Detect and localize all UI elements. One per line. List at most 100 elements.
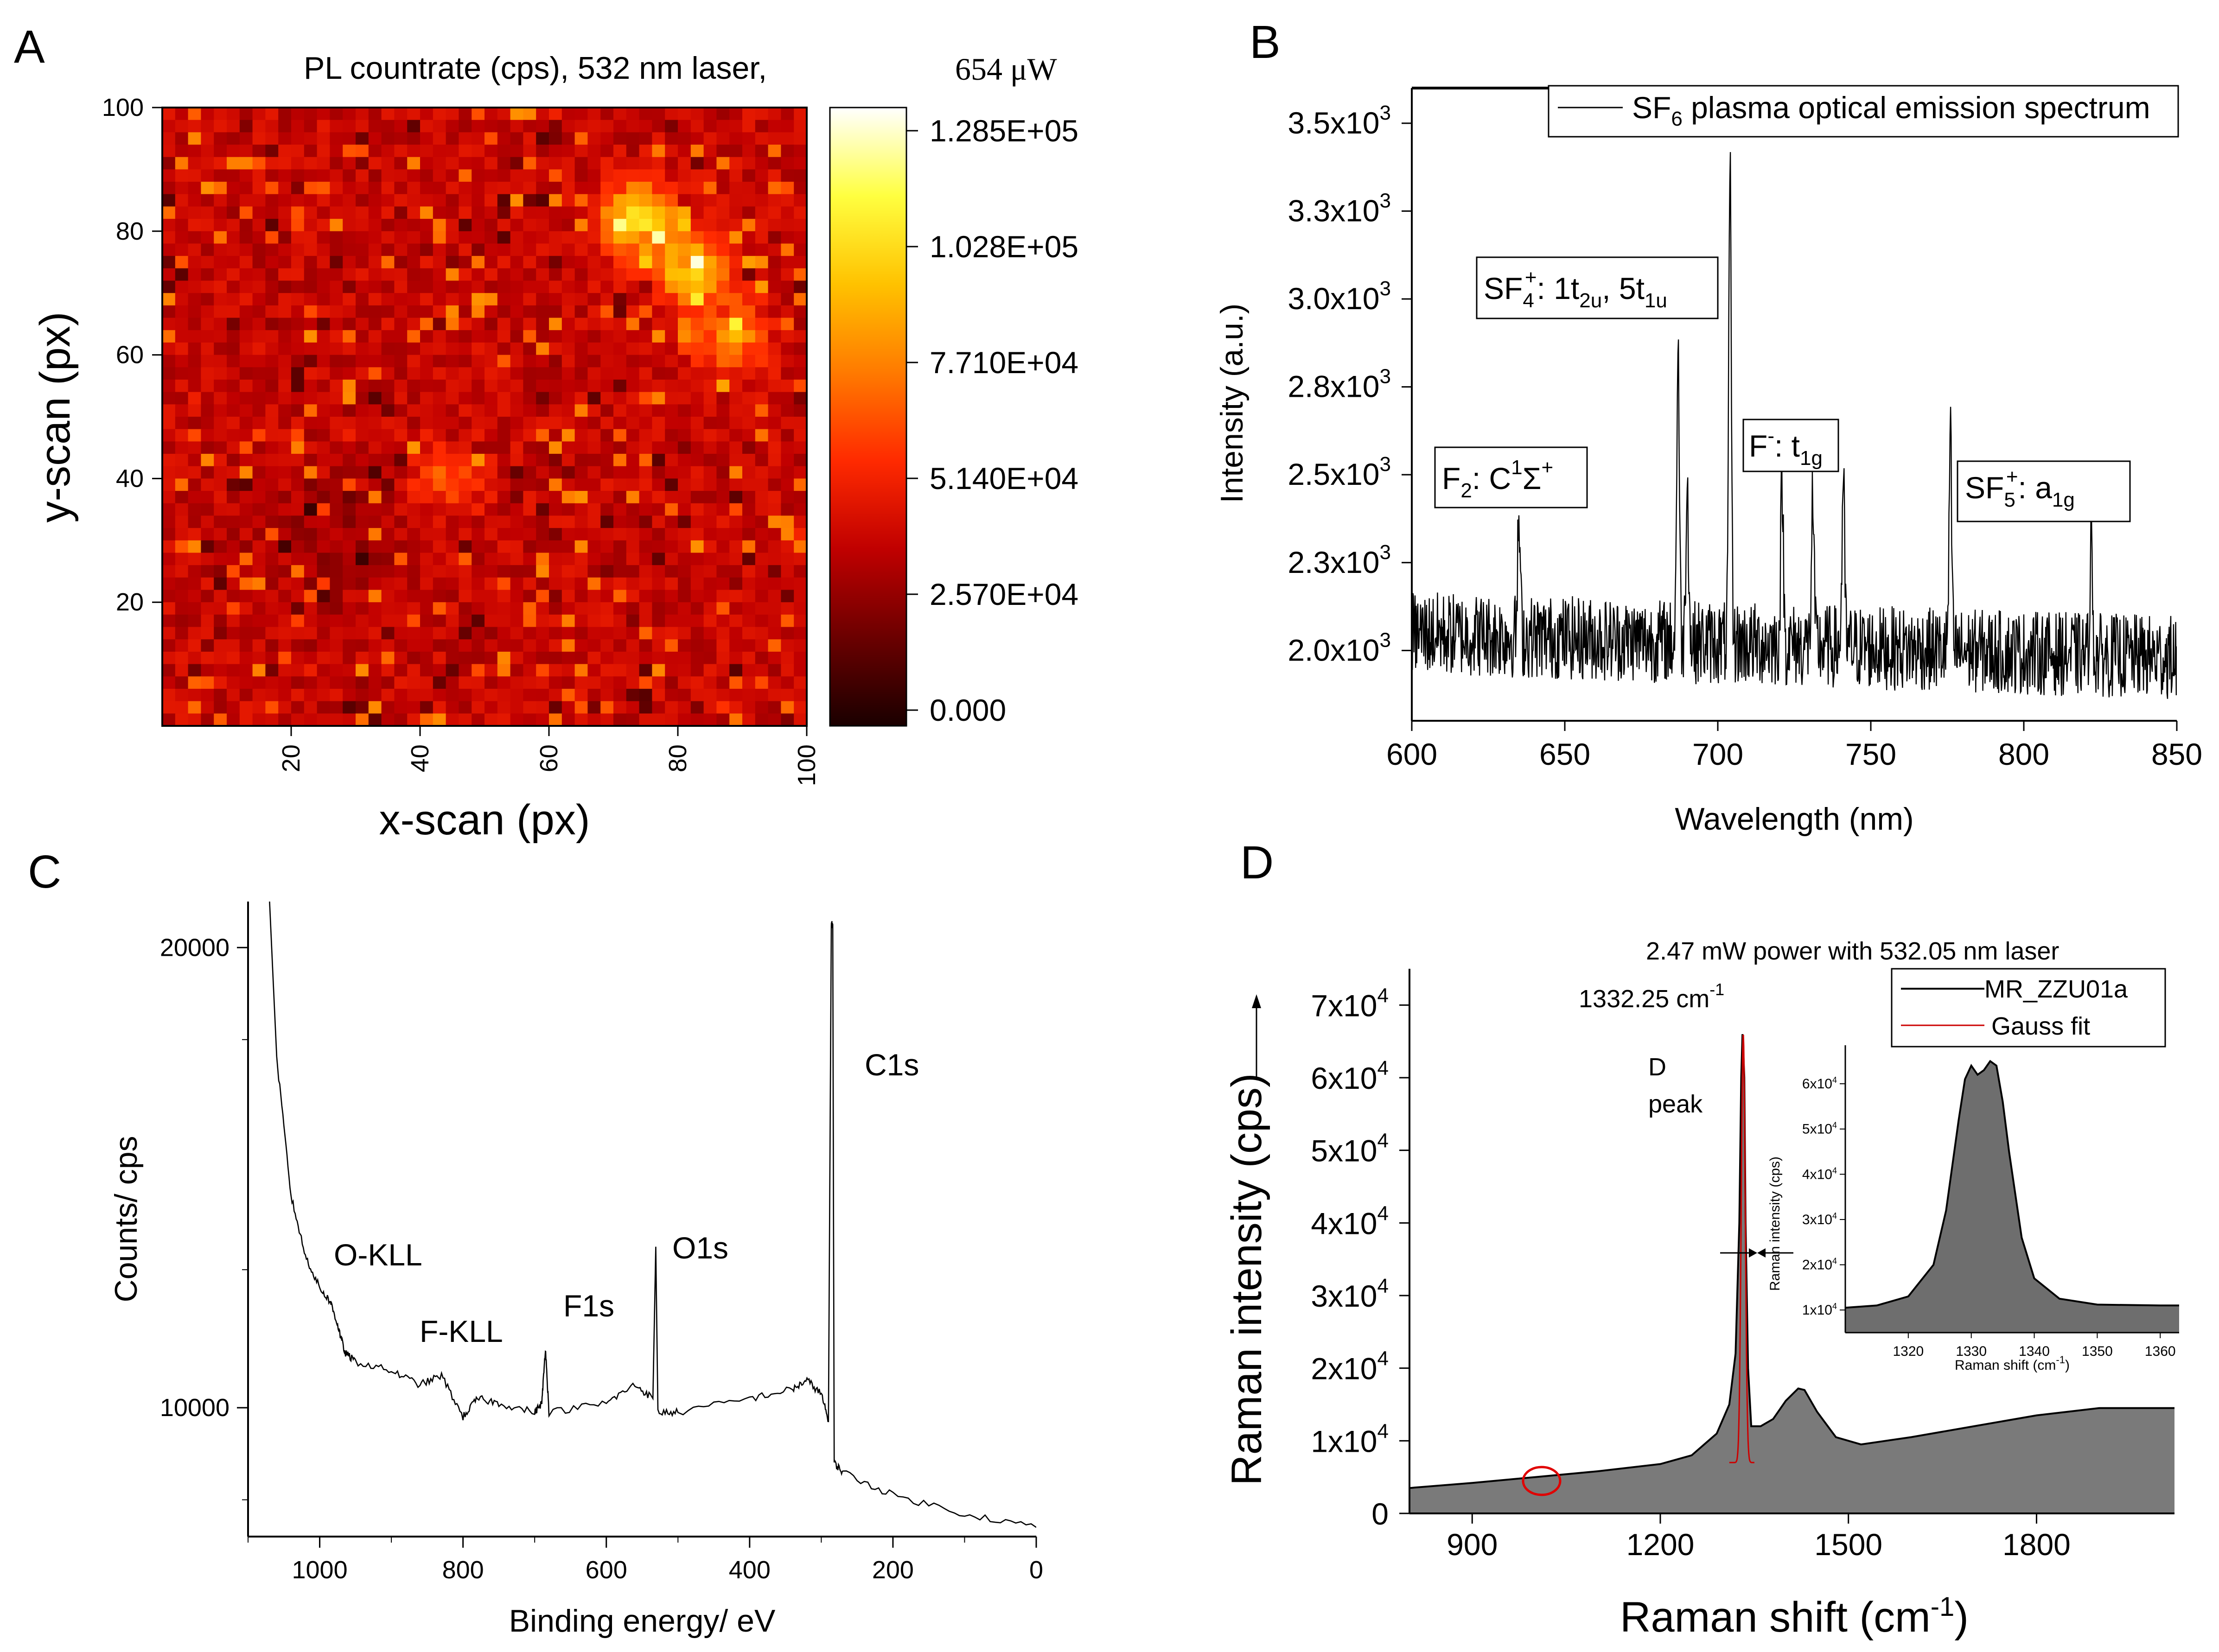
- heatmap-cell: [356, 268, 369, 281]
- heatmap-cell: [587, 132, 601, 145]
- heatmap-cell: [162, 713, 176, 726]
- heatmap-cell: [472, 219, 485, 232]
- heatmap-cell: [407, 503, 421, 516]
- heatmap-cell: [703, 355, 717, 368]
- heatmap-cell: [781, 268, 794, 281]
- heatmap-cell: [549, 590, 562, 603]
- heatmap-cell: [716, 355, 730, 368]
- heatmap-cell: [600, 614, 614, 628]
- heatmap-y-label: y-scan (px): [32, 312, 79, 523]
- heatmap-cell: [407, 701, 421, 714]
- heatmap-cell: [304, 441, 318, 454]
- heatmap-cell: [742, 553, 756, 565]
- heatmap-cell: [175, 503, 189, 516]
- heatmap-cell: [742, 256, 756, 269]
- heatmap-cell: [574, 355, 588, 368]
- xps-label-c1s: C1s: [865, 1048, 919, 1082]
- heatmap-cell: [678, 540, 691, 553]
- heatmap-cell: [652, 466, 665, 479]
- heatmap-cell: [201, 268, 214, 281]
- heatmap-cell: [497, 627, 511, 640]
- heatmap-cell: [600, 651, 614, 665]
- heatmap-cell: [317, 120, 331, 133]
- heatmap-cell: [755, 577, 769, 591]
- heatmap-cell: [523, 688, 536, 702]
- heatmap-cell: [652, 404, 665, 417]
- heatmap-cell: [768, 379, 782, 393]
- heatmap-cell: [381, 145, 395, 158]
- heatmap-cell: [497, 676, 511, 689]
- heatmap-cell: [652, 169, 665, 182]
- heatmap-cell: [665, 157, 678, 170]
- heatmap-cell: [574, 268, 588, 281]
- heatmap-cell: [472, 256, 485, 269]
- heatmap-cell: [394, 169, 408, 182]
- heatmap-cell: [768, 503, 782, 516]
- heatmap-cell: [317, 243, 331, 256]
- heatmap-cell: [703, 565, 717, 578]
- heatmap-cell: [162, 503, 176, 516]
- heatmap-cell: [613, 627, 627, 640]
- heatmap-cell: [407, 651, 421, 665]
- heatmap-cell: [239, 108, 253, 121]
- heatmap-cell: [239, 528, 253, 541]
- heatmap-cell: [394, 145, 408, 158]
- heatmap-cell: [317, 182, 331, 195]
- heatmap-cell: [304, 280, 318, 293]
- heatmap-cell: [368, 417, 382, 430]
- heatmap-cell: [356, 330, 369, 343]
- heatmap-cell: [356, 256, 369, 269]
- heatmap-cell: [291, 614, 305, 628]
- heatmap-cell: [252, 182, 266, 195]
- heatmap-cell: [304, 540, 318, 553]
- heatmap-cell: [407, 194, 421, 207]
- heatmap-cell: [690, 108, 704, 121]
- heatmap-cell: [291, 664, 305, 677]
- heatmap-cell: [690, 713, 704, 726]
- heatmap-cell: [446, 219, 459, 232]
- heatmap-cell: [794, 157, 807, 170]
- heatmap-cell: [304, 206, 318, 219]
- heatmap-cell: [214, 219, 227, 232]
- heatmap-cell: [227, 627, 240, 640]
- heatmap-cell: [755, 515, 769, 528]
- heatmap-cell: [381, 614, 395, 628]
- heatmap-cell: [175, 491, 189, 504]
- heatmap-cell: [420, 392, 434, 405]
- heatmap-cell: [188, 540, 202, 553]
- heatmap-cell: [716, 676, 730, 689]
- xps-x-tick-label: 0: [1029, 1556, 1043, 1584]
- heatmap-cell: [330, 553, 343, 565]
- heatmap-cell: [291, 355, 305, 368]
- heatmap-cell: [201, 701, 214, 714]
- heatmap-cell: [626, 602, 640, 615]
- heatmap-cell: [188, 256, 202, 269]
- heatmap-cell: [613, 305, 627, 318]
- heatmap-cell: [768, 367, 782, 380]
- heatmap-cell: [278, 676, 292, 689]
- heatmap-cell: [381, 651, 395, 665]
- heatmap-y-tick-label: 40: [116, 464, 144, 492]
- heatmap-cell: [510, 454, 524, 467]
- heatmap-cell: [317, 478, 331, 491]
- heatmap-cell: [214, 688, 227, 702]
- heatmap-cell: [639, 627, 653, 640]
- heatmap-cell: [485, 417, 498, 430]
- heatmap-cell: [652, 713, 665, 726]
- heatmap-cell: [523, 528, 536, 541]
- heatmap-cell: [600, 466, 614, 479]
- heatmap-cell: [781, 231, 794, 244]
- heatmap-cell: [794, 627, 807, 640]
- heatmap-cell: [394, 577, 408, 591]
- heatmap-cell: [549, 194, 562, 207]
- heatmap-cell: [291, 590, 305, 603]
- heatmap-cell: [356, 565, 369, 578]
- heatmap-cell: [510, 577, 524, 591]
- heatmap-cell: [356, 305, 369, 318]
- heatmap-cell: [252, 565, 266, 578]
- heatmap-cell: [703, 243, 717, 256]
- heatmap-cell: [433, 713, 446, 726]
- heatmap-cell: [639, 157, 653, 170]
- heatmap-cell: [214, 367, 227, 380]
- heatmap-cell: [690, 429, 704, 442]
